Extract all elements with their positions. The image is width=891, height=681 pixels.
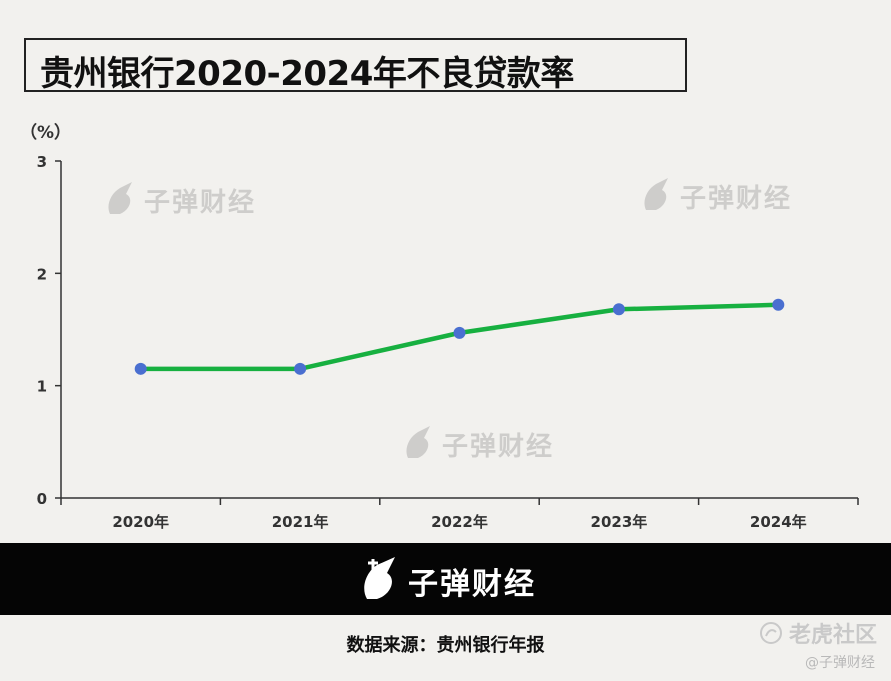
- bullet-logo-icon: [406, 426, 430, 458]
- data-point: [772, 298, 785, 311]
- watermark-text: 子弹财经: [680, 183, 793, 214]
- title-box: 贵州银行2020-2024年不良贷款率: [24, 38, 687, 94]
- data-point: [612, 303, 625, 316]
- y-tick-label: 3: [37, 153, 47, 171]
- platform-watermark: 老虎社区: [759, 617, 877, 649]
- watermark-3: 子弹财经: [400, 424, 554, 464]
- platform-name: 老虎社区: [788, 623, 877, 648]
- x-tick-label: 2021年: [272, 513, 329, 531]
- brand-band: 子弹财经: [0, 543, 891, 615]
- watermark-text: 子弹财经: [442, 431, 555, 462]
- x-tick-label: 2023年: [591, 513, 648, 531]
- data-point: [134, 362, 147, 375]
- y-unit-label: （%）: [20, 123, 72, 143]
- data-point: [453, 326, 466, 339]
- watermark-1: 子弹财经: [102, 180, 256, 220]
- x-tick-label: 2022年: [431, 513, 488, 531]
- data-source: 数据来源：贵州银行年报: [346, 635, 545, 656]
- bullet-logo-icon: [364, 557, 395, 599]
- watermark-2: 子弹财经: [638, 176, 792, 216]
- line-chart: 0 1 2 3 2020年 2021年 2022年 2023年 2024年: [37, 153, 859, 531]
- tiger-logo-icon: [759, 622, 782, 644]
- y-tick-label: 0: [37, 490, 47, 508]
- brand-name: 子弹财经: [408, 567, 536, 602]
- watermark-text: 子弹财经: [144, 187, 257, 218]
- chart-title: 贵州银行2020-2024年不良贷款率: [40, 54, 574, 94]
- x-tick-label: 2024年: [750, 513, 807, 531]
- x-tick-label: 2020年: [112, 513, 169, 531]
- data-point: [294, 362, 307, 375]
- bullet-logo-icon: [108, 182, 132, 214]
- y-tick-label: 2: [37, 265, 47, 283]
- y-tick-label: 1: [37, 378, 47, 396]
- author-handle: @子弹财经: [805, 655, 875, 671]
- bullet-logo-icon: [644, 178, 668, 210]
